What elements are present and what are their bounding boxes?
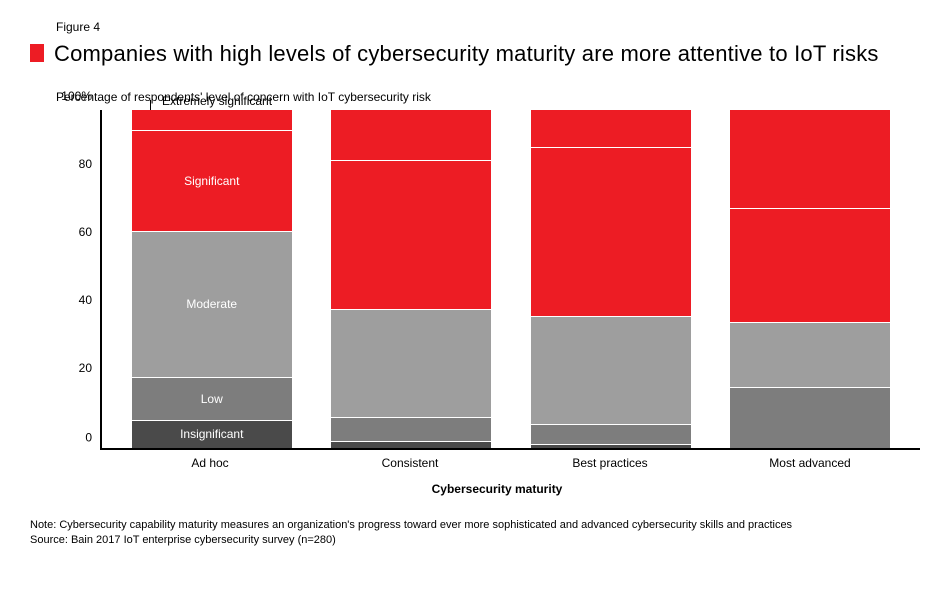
y-tick: 20 bbox=[79, 361, 92, 375]
x-label: Ad hoc bbox=[130, 456, 290, 470]
segment-moderate bbox=[331, 309, 491, 417]
segment-extremely-significant bbox=[531, 110, 691, 147]
segment-label: Moderate bbox=[186, 297, 237, 311]
segment-low bbox=[531, 424, 691, 444]
footer: Note: Cybersecurity capability maturity … bbox=[30, 518, 920, 549]
segment-insignificant bbox=[531, 444, 691, 447]
note-text: Note: Cybersecurity capability maturity … bbox=[30, 518, 920, 533]
title-row: Companies with high levels of cybersecur… bbox=[30, 40, 920, 68]
segment-significant: Significant bbox=[132, 130, 292, 231]
callout-extremely-significant: Extremely significant bbox=[162, 94, 272, 108]
x-label: Most advanced bbox=[730, 456, 890, 470]
segment-extremely-significant bbox=[132, 110, 292, 130]
x-axis-labels: Ad hoc Consistent Best practices Most advan… bbox=[100, 450, 920, 470]
y-axis: 020406080100% bbox=[56, 110, 100, 450]
y-tick: 80 bbox=[79, 157, 92, 171]
figure-label: Figure 4 bbox=[56, 20, 920, 34]
y-tick: 100% bbox=[61, 89, 92, 103]
bar-ad-hoc: Insignificant Low Moderate Significant bbox=[132, 110, 292, 448]
chart-title: Companies with high levels of cybersecur… bbox=[54, 40, 879, 68]
y-tick: 40 bbox=[79, 293, 92, 307]
bar-best-practices bbox=[531, 110, 691, 448]
segment-extremely-significant bbox=[730, 110, 890, 208]
title-marker-icon bbox=[30, 44, 44, 62]
segment-moderate bbox=[531, 316, 691, 424]
segment-label: Low bbox=[201, 392, 223, 406]
segment-significant bbox=[331, 160, 491, 309]
segment-insignificant: Insignificant bbox=[132, 420, 292, 447]
plot-area: Extremely significant InsignificantLowMo… bbox=[100, 110, 920, 450]
segment-label: Significant bbox=[184, 174, 239, 188]
segment-label: Insignificant bbox=[180, 427, 243, 441]
segment-low bbox=[730, 387, 890, 448]
chart-area: 020406080100% Extremely significant Insi… bbox=[56, 110, 920, 450]
segment-moderate: Moderate bbox=[132, 231, 292, 376]
segment-insignificant bbox=[331, 441, 491, 448]
segment-low bbox=[331, 417, 491, 441]
x-label: Consistent bbox=[330, 456, 490, 470]
bar-most-advanced bbox=[730, 110, 890, 448]
source-text: Source: Bain 2017 IoT enterprise cyberse… bbox=[30, 533, 920, 548]
segment-extremely-significant bbox=[331, 110, 491, 161]
y-tick: 60 bbox=[79, 225, 92, 239]
segment-significant bbox=[531, 147, 691, 316]
x-label: Best practices bbox=[530, 456, 690, 470]
segment-low: Low bbox=[132, 377, 292, 421]
x-axis-title: Cybersecurity maturity bbox=[74, 482, 920, 496]
y-tick: 0 bbox=[85, 430, 92, 444]
segment-moderate bbox=[730, 322, 890, 386]
bar-consistent bbox=[331, 110, 491, 448]
segment-significant bbox=[730, 208, 890, 323]
